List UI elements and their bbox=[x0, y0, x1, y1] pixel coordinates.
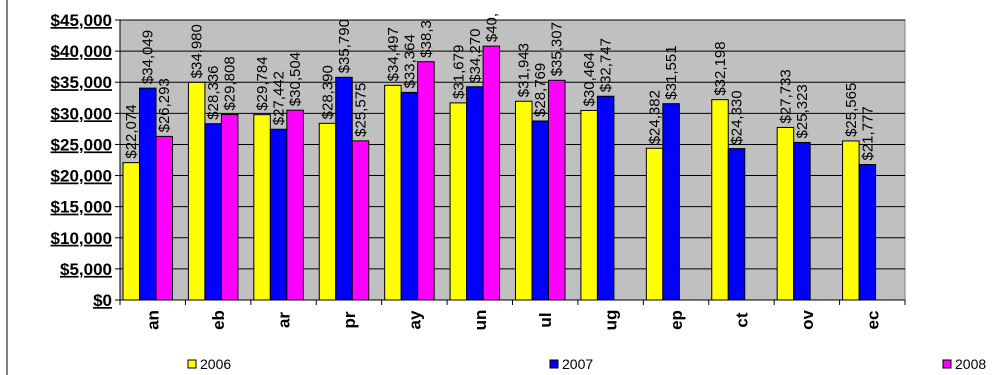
bar-2008-feb bbox=[220, 114, 239, 301]
x-tick-label: ct bbox=[732, 312, 751, 327]
data-label: $22,074 bbox=[123, 104, 140, 158]
data-label: $28,769 bbox=[532, 63, 549, 117]
bar-2007-may bbox=[400, 91, 419, 301]
x-tick-label: an bbox=[144, 310, 163, 330]
bar-2007-dec bbox=[858, 163, 877, 301]
bar-2006-mar bbox=[253, 114, 271, 301]
bar-2007-aug bbox=[596, 95, 615, 301]
data-label: $25,575 bbox=[353, 83, 370, 137]
y-tick-label: $40,000 bbox=[51, 42, 112, 61]
bars bbox=[122, 45, 877, 301]
bar-2006-feb bbox=[187, 81, 206, 301]
x-tick-label: pr bbox=[340, 311, 359, 328]
data-label: $27,733 bbox=[777, 69, 794, 123]
data-label: $29,784 bbox=[254, 56, 271, 110]
data-label: $29,808 bbox=[222, 56, 239, 110]
bar-2006-jul bbox=[515, 100, 533, 301]
data-label: $21,777 bbox=[859, 106, 876, 160]
bar-2008-jun bbox=[482, 45, 501, 301]
x-tick-label: ar bbox=[275, 312, 294, 328]
data-label: $31,943 bbox=[516, 43, 533, 97]
data-label: $25,323 bbox=[794, 84, 811, 138]
data-label: $32,747 bbox=[598, 38, 615, 92]
y-tick-label: $30,000 bbox=[51, 104, 112, 123]
legend: 2006 2007 2008 bbox=[187, 356, 986, 372]
bar-2006-aug bbox=[580, 109, 598, 301]
legend-label-2007: 2007 bbox=[562, 356, 593, 372]
x-tick-label: ov bbox=[798, 310, 817, 330]
data-label: $28,336 bbox=[205, 65, 222, 119]
bar-2006-apr bbox=[318, 122, 337, 301]
y-tick-label: $0 bbox=[93, 291, 112, 310]
bar-2006-jun bbox=[449, 102, 468, 301]
bar-2008-jul bbox=[548, 79, 566, 301]
x-tick-label: ec bbox=[863, 311, 882, 330]
bar-2007-nov bbox=[793, 141, 811, 301]
data-label: $26,293 bbox=[156, 78, 173, 132]
data-label: $40, bbox=[483, 13, 500, 42]
bar-2007-apr bbox=[335, 76, 353, 301]
data-label: $35,790 bbox=[336, 19, 353, 73]
legend-swatch-2006 bbox=[187, 359, 197, 369]
y-tick-label: $20,000 bbox=[51, 167, 112, 186]
data-label: $24,330 bbox=[729, 90, 746, 144]
y-tick-label: $5,000 bbox=[60, 260, 112, 279]
bar-2008-may bbox=[417, 61, 435, 301]
gridlines bbox=[120, 19, 905, 270]
bar-2006-oct bbox=[711, 99, 729, 301]
bar-2006-sep bbox=[645, 147, 664, 301]
data-label: $27,442 bbox=[271, 71, 288, 125]
data-label: $34,049 bbox=[140, 30, 157, 84]
legend-swatch-2008 bbox=[942, 359, 952, 369]
data-label: $34,270 bbox=[467, 29, 484, 83]
x-tick-label: ay bbox=[405, 310, 424, 329]
bar-2007-jun bbox=[466, 86, 484, 301]
bar-2007-oct bbox=[727, 148, 746, 301]
data-label: $30,464 bbox=[581, 52, 598, 106]
bar-2008-jan bbox=[155, 135, 173, 301]
x-tick-label: eb bbox=[209, 310, 228, 330]
data-label: $32,198 bbox=[712, 41, 729, 95]
y-tick-label: $45,000 bbox=[51, 11, 112, 30]
bar-2007-jan bbox=[139, 87, 157, 301]
x-tick-label: ul bbox=[536, 312, 555, 327]
legend-swatch-2007 bbox=[549, 359, 559, 369]
bar-2007-sep bbox=[662, 103, 680, 301]
data-label: $30,504 bbox=[287, 52, 304, 106]
bar-2006-dec bbox=[842, 140, 860, 301]
bar-2006-nov bbox=[776, 126, 795, 301]
x-tick-label: un bbox=[471, 310, 490, 331]
data-label: $31,679 bbox=[450, 45, 467, 99]
x-tick-label: ep bbox=[667, 310, 686, 330]
y-tick-label: $10,000 bbox=[51, 229, 112, 248]
y-tick-label: $15,000 bbox=[51, 198, 112, 217]
data-label: $24,382 bbox=[647, 90, 664, 144]
bar-2007-jul bbox=[531, 120, 549, 301]
x-axis-tick-labels: an eb ar pr ay un ul ug ep ct ov ec bbox=[144, 310, 883, 331]
axes bbox=[115, 19, 906, 305]
y-axis-tick-labels: $0 $5,000 $10,000 $15,000 $20,000 $25,000 $30,… bbox=[51, 11, 112, 310]
data-label: $34,980 bbox=[189, 24, 206, 78]
bar-2007-mar bbox=[269, 128, 288, 301]
bar-2007-feb bbox=[204, 123, 222, 301]
bar-2006-may bbox=[384, 84, 402, 301]
bar-2008-mar bbox=[286, 109, 304, 301]
y-tick-label: $25,000 bbox=[51, 135, 112, 154]
data-label: $34,497 bbox=[385, 27, 402, 81]
data-label: $28,390 bbox=[320, 65, 337, 119]
data-label: $31,551 bbox=[663, 45, 680, 99]
bar-2008-apr bbox=[351, 140, 370, 301]
bar-2006-jan bbox=[122, 162, 140, 301]
data-label: $35,307 bbox=[549, 22, 566, 76]
legend-label-2006: 2006 bbox=[200, 356, 231, 372]
y-tick-label: $35,000 bbox=[51, 73, 112, 92]
data-label: $38,3 bbox=[418, 20, 435, 58]
data-label: $33,364 bbox=[401, 34, 418, 88]
legend-label-2008: 2008 bbox=[955, 356, 986, 372]
x-tick-label: ug bbox=[602, 310, 621, 331]
data-label: $25,565 bbox=[843, 83, 860, 137]
data-labels: $22,074 $34,049$26,293 $34,980$28,336 $29,8… bbox=[123, 13, 876, 161]
